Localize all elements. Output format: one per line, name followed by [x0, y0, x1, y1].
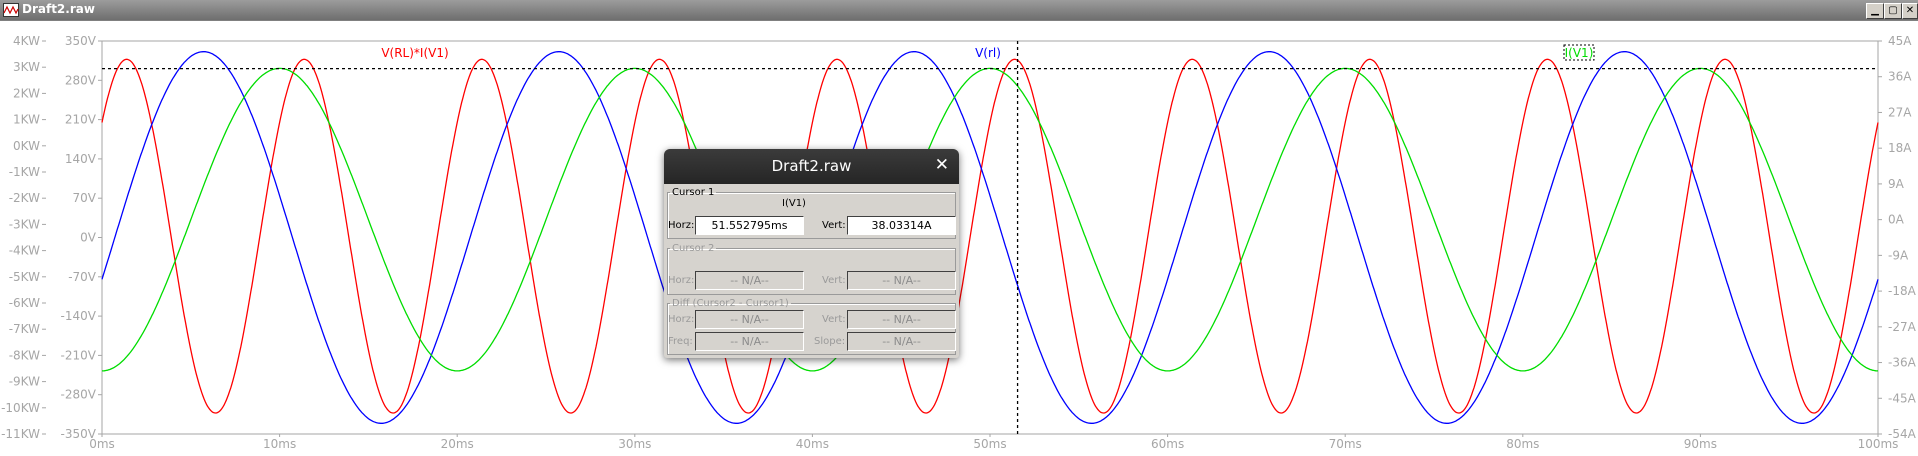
current-tick-label: -36A — [1888, 356, 1917, 370]
waveform-app-icon — [3, 3, 19, 17]
minimize-button[interactable]: ▁ — [1866, 3, 1884, 19]
time-tick-label: 70ms — [1329, 437, 1362, 451]
power-tick-label: 3KW — [13, 60, 40, 74]
plot-frame — [101, 40, 1879, 435]
power-tick-label: -9KW — [9, 375, 40, 389]
current-tick-label: -27A — [1888, 320, 1917, 334]
power-tick-label: -11KW — [1, 427, 40, 441]
trace-group — [101, 51, 1879, 424]
current-tick-label: 36A — [1888, 70, 1912, 84]
diff-vert-field: -- N/A-- — [847, 310, 956, 329]
power-tick-label: 0KW — [13, 139, 40, 153]
trace-v-rl-i-v1-[interactable] — [101, 58, 1879, 414]
diff-horz-field: -- N/A-- — [695, 310, 804, 329]
time-tick-label: 0ms — [89, 437, 115, 451]
close-window-button[interactable]: ✕ — [1902, 3, 1918, 19]
diff-slope-field: -- N/A-- — [847, 332, 956, 351]
power-tick-label: -2KW — [9, 191, 40, 205]
voltage-tick-label: 280V — [65, 73, 97, 87]
cursor1-vert-label: Vert: — [822, 220, 846, 231]
current-tick-label: 9A — [1888, 177, 1905, 191]
x-axis-time: 0ms 10ms 20ms 30ms 40ms 50ms 60ms 70ms 80ms 90ms 1… — [89, 434, 1898, 451]
diff-slope-label: Slope: — [814, 336, 846, 347]
trace-label-voltage[interactable]: V(rl) — [975, 46, 1001, 60]
voltage-tick-label: -140V — [61, 309, 97, 323]
power-tick-label: 4KW — [13, 34, 40, 48]
voltage-tick-label: 140V — [65, 152, 97, 166]
cursor2-horz-field: -- N/A-- — [695, 271, 804, 290]
trace-v-rl-[interactable] — [101, 51, 1879, 424]
voltage-tick-label: -280V — [61, 388, 97, 402]
power-tick-label: -4KW — [9, 244, 40, 258]
current-tick-label: -45A — [1888, 391, 1917, 405]
time-tick-label: 50ms — [973, 437, 1006, 451]
power-tick-label: -10KW — [1, 401, 40, 415]
current-tick-label: 0A — [1888, 213, 1905, 227]
cursor1-legend: Cursor 1 — [672, 187, 715, 198]
voltage-tick-label: 0V — [80, 231, 97, 245]
window-titlebar: Draft2.raw ▁ ▢ ✕ — [0, 0, 1918, 21]
power-tick-label: -6KW — [9, 296, 40, 310]
power-tick-label: -3KW — [9, 217, 40, 231]
current-tick-label: 45A — [1888, 34, 1912, 48]
window-title: Draft2.raw — [22, 2, 95, 16]
current-tick-label: -54A — [1888, 427, 1917, 441]
cursor2-vert-field: -- N/A-- — [847, 271, 956, 290]
cursor-readout-dialog[interactable]: Draft2.raw ✕ Cursor 1 I(V1) Horz: 51.552… — [664, 149, 959, 358]
dialog-titlebar[interactable]: Draft2.raw ✕ — [664, 149, 959, 184]
cursor1-horz-field[interactable]: 51.552795ms — [695, 216, 804, 235]
dialog-title: Draft2.raw — [771, 157, 852, 175]
time-tick-label: 100ms — [1858, 437, 1899, 451]
power-tick-label: -5KW — [9, 270, 40, 284]
cursor1-horz-label: Horz: — [668, 220, 695, 231]
diff-vert-label: Vert: — [822, 314, 846, 325]
left-axis-voltage: 350V 280V 210V 140V 70V 0V -70V -140V -210V -280V… — [61, 34, 102, 441]
right-axis-current: 45A 36A 27A 18A 9A 0A -9A -18A -27A -36A -45A -54A — [1878, 34, 1917, 441]
voltage-tick-label: 70V — [73, 191, 97, 205]
voltage-tick-label: -350V — [61, 427, 97, 441]
cursor2-horz-label: Horz: — [668, 275, 695, 286]
time-tick-label: 80ms — [1506, 437, 1539, 451]
trace-label-power[interactable]: V(RL)*I(V1) — [381, 46, 448, 60]
current-tick-label: 18A — [1888, 141, 1912, 155]
voltage-tick-label: 350V — [65, 34, 97, 48]
time-tick-label: 30ms — [618, 437, 651, 451]
current-tick-label: 27A — [1888, 105, 1912, 119]
trace-label-current[interactable]: I(V1) — [1565, 46, 1594, 60]
time-tick-label: 10ms — [263, 437, 296, 451]
waveform-plot[interactable]: 4KW 3KW 2KW 1KW 0KW -1KW -2KW -3KW -4KW -5KW -6KW -… — [0, 21, 1918, 456]
power-tick-label: -8KW — [9, 348, 40, 362]
cursor2-vert-label: Vert: — [822, 275, 846, 286]
cursor2-legend: Cursor 2 — [672, 243, 715, 254]
diff-freq-field: -- N/A-- — [695, 332, 804, 351]
time-tick-label: 20ms — [441, 437, 474, 451]
time-tick-label: 60ms — [1151, 437, 1184, 451]
diff-legend: Diff (Cursor2 - Cursor1) — [672, 298, 789, 309]
time-tick-label: 90ms — [1684, 437, 1717, 451]
waveform-plot-panel[interactable]: 4KW 3KW 2KW 1KW 0KW -1KW -2KW -3KW -4KW -5KW -6KW -… — [0, 20, 1918, 456]
diff-freq-label: Freq: — [668, 336, 693, 347]
power-tick-label: -7KW — [9, 322, 40, 336]
cursor1-vert-field[interactable]: 38.03314A — [847, 216, 956, 235]
cursor1-trace-name: I(V1) — [782, 198, 806, 209]
dialog-close-icon[interactable]: ✕ — [934, 155, 949, 175]
cursor2-group: Cursor 2 — [667, 243, 956, 295]
maximize-button[interactable]: ▢ — [1884, 3, 1902, 19]
voltage-tick-label: -70V — [68, 270, 97, 284]
voltage-tick-label: -210V — [61, 348, 97, 362]
time-tick-label: 40ms — [796, 437, 829, 451]
cursor1-group: Cursor 1 — [667, 187, 956, 239]
current-tick-label: -9A — [1888, 248, 1909, 262]
power-tick-label: -1KW — [9, 165, 40, 179]
trace-i-v1-[interactable] — [102, 67, 1878, 372]
voltage-tick-label: 210V — [65, 113, 97, 127]
power-tick-label: 1KW — [13, 113, 40, 127]
trace-label-current-focus-box — [1563, 44, 1595, 61]
current-tick-label: -18A — [1888, 284, 1917, 298]
diff-horz-label: Horz: — [668, 314, 695, 325]
left-axis-power: 4KW 3KW 2KW 1KW 0KW -1KW -2KW -3KW -4KW -5KW -6KW -… — [1, 34, 46, 441]
power-tick-label: 2KW — [13, 86, 40, 100]
